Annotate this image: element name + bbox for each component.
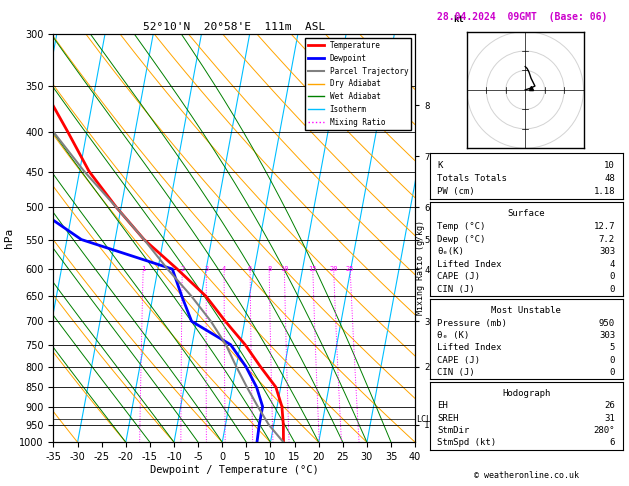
Text: LCL: LCL [416,415,431,424]
Text: 20: 20 [330,266,338,272]
Text: CAPE (J): CAPE (J) [437,356,481,364]
Text: Lifted Index: Lifted Index [437,343,502,352]
Text: 6: 6 [610,438,615,448]
Text: SREH: SREH [437,414,459,423]
Text: 6: 6 [248,266,252,272]
Text: Most Unstable: Most Unstable [491,306,561,315]
Text: θₑ (K): θₑ (K) [437,331,470,340]
Y-axis label: hPa: hPa [4,228,14,248]
Text: 7.2: 7.2 [599,235,615,243]
Text: kt: kt [453,15,464,24]
X-axis label: Dewpoint / Temperature (°C): Dewpoint / Temperature (°C) [150,465,319,475]
Y-axis label: km
ASL: km ASL [442,228,457,248]
Text: Pressure (mb): Pressure (mb) [437,319,507,328]
Text: CIN (J): CIN (J) [437,285,475,294]
Text: 4: 4 [610,260,615,269]
Text: Temp (°C): Temp (°C) [437,222,486,231]
Text: 25: 25 [346,266,354,272]
Text: Surface: Surface [508,209,545,218]
Text: © weatheronline.co.uk: © weatheronline.co.uk [474,471,579,480]
Text: 26: 26 [604,401,615,410]
Text: PW (cm): PW (cm) [437,188,475,196]
Title: 52°10'N  20°58'E  111m  ASL: 52°10'N 20°58'E 111m ASL [143,22,325,32]
Text: CAPE (J): CAPE (J) [437,273,481,281]
Text: 10: 10 [280,266,289,272]
Text: 3: 3 [204,266,208,272]
Text: 31: 31 [604,414,615,423]
Text: K: K [437,161,443,170]
Text: 8: 8 [267,266,271,272]
Text: Lifted Index: Lifted Index [437,260,502,269]
Text: 280°: 280° [594,426,615,435]
Text: 1.18: 1.18 [594,188,615,196]
Text: EH: EH [437,401,448,410]
Text: 0: 0 [610,285,615,294]
Text: 303: 303 [599,247,615,256]
Text: StmSpd (kt): StmSpd (kt) [437,438,496,448]
Text: 15: 15 [309,266,317,272]
Text: StmDir: StmDir [437,426,470,435]
Legend: Temperature, Dewpoint, Parcel Trajectory, Dry Adiabat, Wet Adiabat, Isotherm, Mi: Temperature, Dewpoint, Parcel Trajectory… [305,38,411,130]
Text: 5: 5 [610,343,615,352]
Text: 2: 2 [180,266,184,272]
Text: CIN (J): CIN (J) [437,368,475,377]
Text: Dewp (°C): Dewp (°C) [437,235,486,243]
Text: 0: 0 [610,273,615,281]
Text: 12.7: 12.7 [594,222,615,231]
Text: 0: 0 [610,356,615,364]
Text: Hodograph: Hodograph [502,389,550,398]
Text: Totals Totals: Totals Totals [437,174,507,183]
Text: Mixing Ratio (g/kg): Mixing Ratio (g/kg) [416,220,425,315]
Text: 4: 4 [222,266,226,272]
Text: 1: 1 [141,266,145,272]
Text: 48: 48 [604,174,615,183]
Text: 28.04.2024  09GMT  (Base: 06): 28.04.2024 09GMT (Base: 06) [437,12,608,22]
Text: θₑ(K): θₑ(K) [437,247,464,256]
Text: 0: 0 [610,368,615,377]
Text: 950: 950 [599,319,615,328]
Text: 10: 10 [604,161,615,170]
Text: 303: 303 [599,331,615,340]
